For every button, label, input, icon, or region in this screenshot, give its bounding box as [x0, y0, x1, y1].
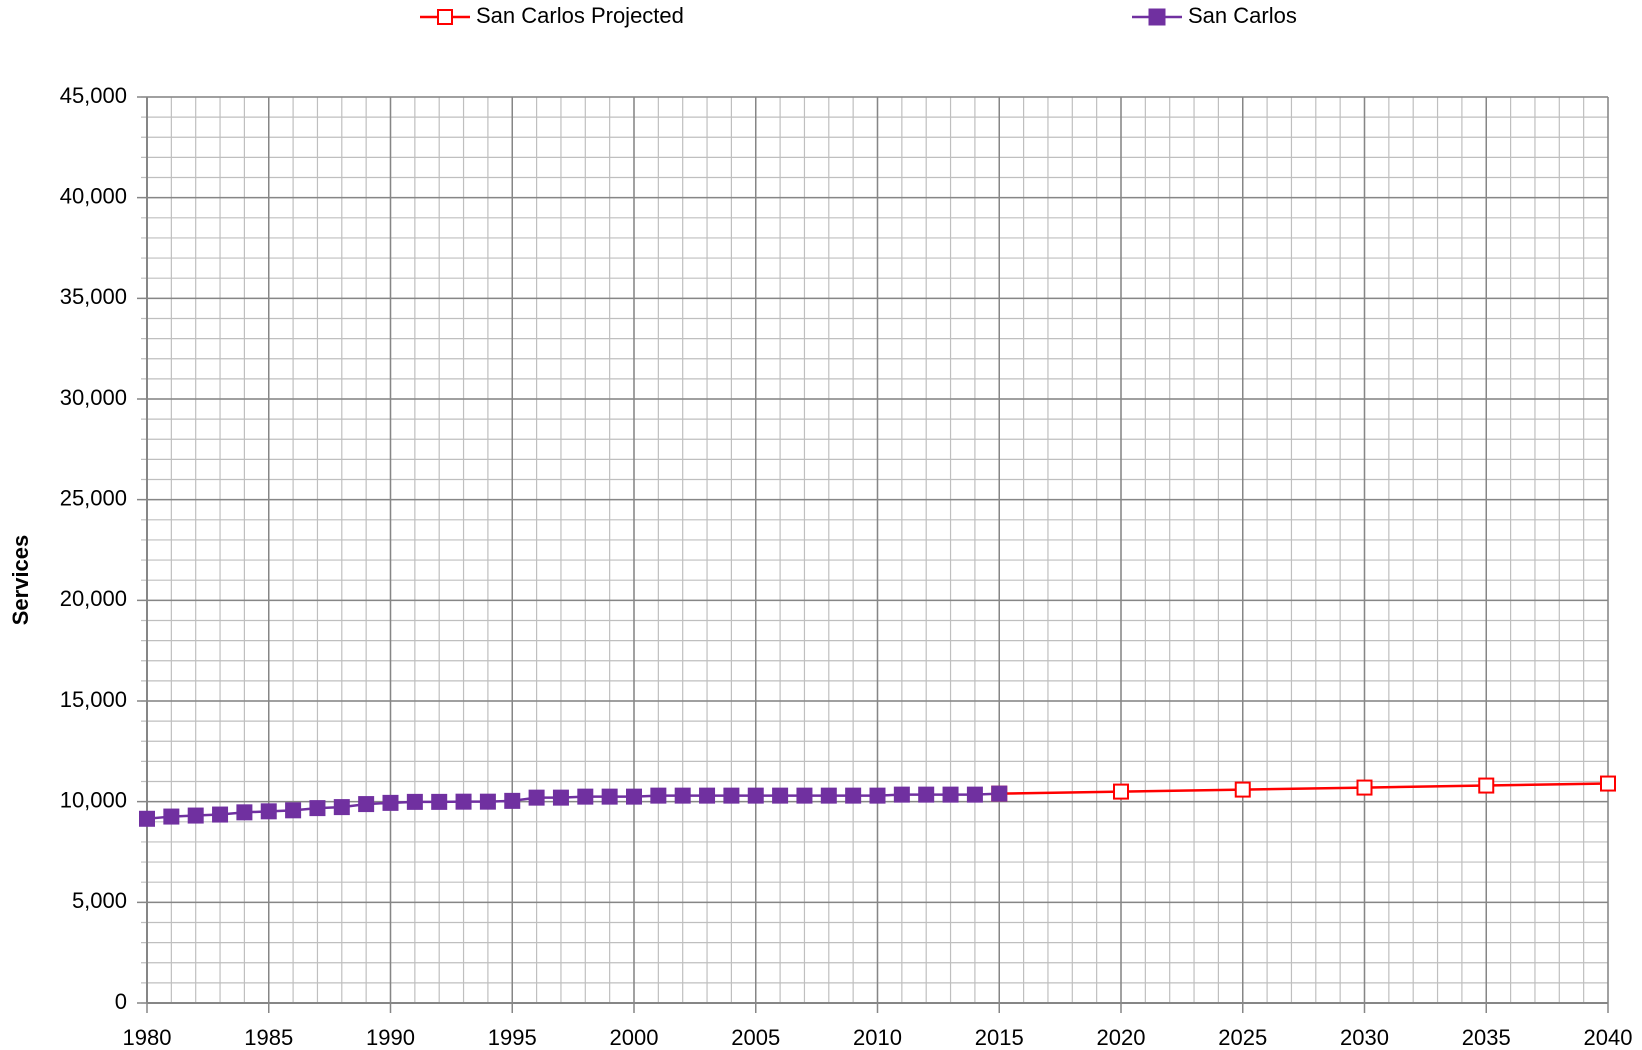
data-point [577, 788, 594, 805]
series-line [999, 782, 1609, 795]
data-point [772, 787, 789, 804]
data-point [163, 808, 180, 825]
x-tick-label: 2020 [1097, 1025, 1146, 1050]
data-point [406, 793, 423, 810]
data-point [236, 804, 253, 821]
data-point [893, 786, 910, 803]
data-point [260, 803, 277, 820]
legend-marker [1148, 8, 1166, 26]
y-tick-label: 10,000 [60, 787, 127, 812]
x-tick-label: 1990 [366, 1025, 415, 1050]
data-point [333, 799, 350, 816]
data-point [358, 796, 375, 813]
data-point [747, 787, 764, 804]
data-point [504, 792, 521, 809]
data-point [1356, 779, 1373, 796]
data-point [212, 806, 229, 823]
x-tick-label: 1995 [488, 1025, 537, 1050]
legend-label: San Carlos Projected [476, 3, 684, 28]
data-point [991, 785, 1008, 802]
x-tick-label: 2000 [610, 1025, 659, 1050]
data-point [552, 789, 569, 806]
data-point [479, 793, 496, 810]
y-axis-label: Services [8, 535, 33, 626]
data-point [845, 787, 862, 804]
data-point [723, 787, 740, 804]
data-point [139, 810, 155, 827]
data-point [431, 793, 448, 810]
y-tick-label: 35,000 [60, 284, 127, 309]
legend-label: San Carlos [1188, 3, 1297, 28]
y-tick-label: 15,000 [60, 687, 127, 712]
data-point [674, 787, 691, 804]
y-tick-label: 30,000 [60, 385, 127, 410]
data-point [382, 794, 399, 811]
data-point [626, 788, 642, 805]
data-point [528, 789, 545, 806]
data-point [699, 787, 716, 804]
data-point [455, 793, 472, 810]
data-point [796, 787, 813, 804]
y-tick-label: 0 [115, 989, 127, 1014]
x-tick-label: 2015 [975, 1025, 1024, 1050]
data-point [1600, 775, 1616, 792]
data-point [966, 786, 983, 803]
data-point [1478, 777, 1495, 794]
data-point [1234, 781, 1251, 798]
data-point [942, 786, 959, 803]
data-point [869, 787, 886, 804]
x-tick-label: 2010 [853, 1025, 902, 1050]
data-point [1113, 783, 1129, 800]
y-tick-label: 45,000 [60, 83, 127, 108]
data-point [285, 802, 302, 819]
data-point [601, 788, 618, 805]
data-point [309, 800, 326, 817]
legend-marker [437, 9, 453, 25]
data-point [650, 787, 667, 804]
x-tick-label: 2030 [1340, 1025, 1389, 1050]
x-tick-label: 2040 [1584, 1025, 1633, 1050]
x-tick-label: 2025 [1218, 1025, 1267, 1050]
y-tick-label: 5,000 [72, 888, 127, 913]
y-tick-label: 40,000 [60, 183, 127, 208]
x-tick-label: 2005 [731, 1025, 780, 1050]
y-tick-label: 25,000 [60, 485, 127, 510]
x-tick-label: 2035 [1462, 1025, 1511, 1050]
y-tick-label: 20,000 [60, 586, 127, 611]
x-tick-label: 1980 [123, 1025, 172, 1050]
x-tick-label: 1985 [244, 1025, 293, 1050]
data-point [918, 786, 935, 803]
data-point [187, 807, 204, 824]
data-point [820, 787, 837, 804]
